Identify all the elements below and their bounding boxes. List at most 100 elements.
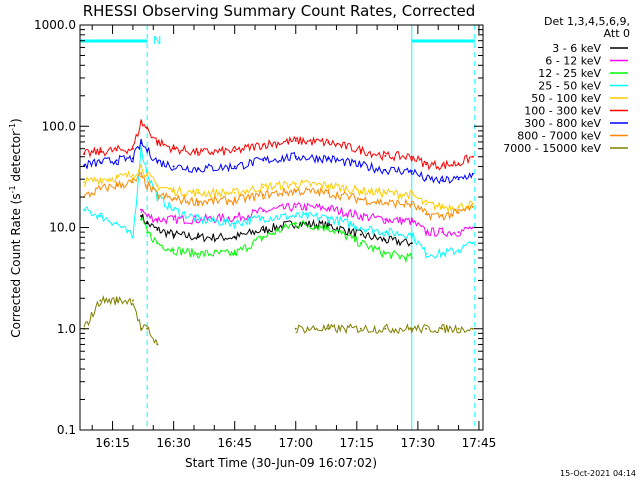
series-point <box>294 214 297 217</box>
series-point <box>410 220 413 223</box>
series-point <box>471 226 474 229</box>
series-point <box>457 248 460 251</box>
series-point <box>327 184 330 187</box>
series-point <box>197 236 200 239</box>
series-point <box>457 211 460 214</box>
series-point <box>471 172 474 175</box>
series-point <box>197 252 200 255</box>
series-point <box>425 252 428 255</box>
series-point <box>131 174 134 177</box>
series-point <box>262 159 265 162</box>
series-point <box>99 178 102 181</box>
series-point <box>233 252 236 255</box>
y-axis: 0.1 1.0 10.0 100.0 1000.0 <box>34 18 483 437</box>
series-line <box>84 138 474 185</box>
series-point <box>410 327 413 330</box>
series-point <box>172 147 175 150</box>
x-tick-label: 17:30 <box>401 436 436 450</box>
y-tick-label: 1.0 <box>57 322 76 336</box>
legend-label: 800 - 7000 keV <box>517 130 601 143</box>
series-point <box>146 214 149 217</box>
y-axis-label-end: ) <box>9 118 23 123</box>
series-2 <box>140 217 413 264</box>
series-point <box>99 188 102 191</box>
series-point <box>156 343 159 346</box>
series-point <box>359 327 362 330</box>
series-point <box>384 168 387 171</box>
series-point <box>471 205 474 208</box>
series-point <box>156 228 159 231</box>
series-point <box>146 231 149 234</box>
series-point <box>441 214 444 217</box>
series-point <box>384 231 387 234</box>
y-tick-label: 10.0 <box>49 221 76 235</box>
series-point <box>233 149 236 152</box>
series-point <box>359 198 362 201</box>
series-point <box>359 242 362 245</box>
series-layer <box>83 119 474 346</box>
series-point <box>172 208 175 211</box>
series-point <box>99 150 102 153</box>
series-7 <box>83 171 474 222</box>
series-point <box>384 154 387 157</box>
series-point <box>294 327 297 330</box>
series-point <box>156 242 159 245</box>
series-point <box>172 218 175 221</box>
legend-label: 300 - 800 keV <box>524 117 601 130</box>
series-point <box>410 203 413 206</box>
series-point <box>140 208 143 211</box>
series-line <box>84 171 474 222</box>
series-point <box>146 327 149 330</box>
legend-label: 50 - 100 keV <box>531 92 601 105</box>
series-point <box>262 186 265 189</box>
series-point <box>131 147 134 150</box>
series-point <box>471 203 474 206</box>
series-3 <box>83 145 474 259</box>
series-point <box>233 216 236 219</box>
series-point <box>233 165 236 168</box>
series-point <box>359 164 362 167</box>
series-point <box>172 248 175 251</box>
series-point <box>172 189 175 192</box>
legend-header: Det 1,3,4,5,6,9, Att 0 <box>544 15 630 40</box>
series-point <box>197 200 200 203</box>
series-point <box>425 178 428 181</box>
series-point <box>197 151 200 154</box>
series-point <box>327 141 330 144</box>
series-point <box>410 155 413 158</box>
series-point <box>457 327 460 330</box>
series-point <box>262 210 265 213</box>
series-line <box>83 294 158 345</box>
series-point <box>410 193 413 196</box>
series-point <box>172 165 175 168</box>
series-line <box>83 163 474 213</box>
series-line <box>295 323 473 335</box>
series-point <box>262 236 265 239</box>
series-point <box>197 167 200 170</box>
y-axis-label-main: Corrected Count Rate (s <box>9 193 23 337</box>
series-point <box>115 159 118 162</box>
series-point <box>410 242 413 245</box>
series-point <box>83 208 86 211</box>
series-point <box>294 155 297 158</box>
series-point <box>99 161 102 164</box>
series-point <box>425 213 428 216</box>
series-point <box>233 222 236 225</box>
series-point <box>327 157 330 160</box>
series-point <box>115 149 118 152</box>
series-point <box>457 162 460 165</box>
series-point <box>384 239 387 242</box>
series-point <box>146 184 149 187</box>
series-point <box>359 214 362 217</box>
series-point <box>146 174 149 177</box>
legend-label: 3 - 6 keV <box>552 42 601 55</box>
series-point <box>441 164 444 167</box>
series-point <box>115 184 118 187</box>
series-point <box>410 256 413 259</box>
series-point <box>471 242 474 245</box>
series-point <box>441 231 444 234</box>
x-axis: 16:15 16:30 16:45 17:00 17:15 17:30 17:45 <box>91 25 496 450</box>
series-point <box>294 205 297 208</box>
series-line <box>141 217 413 264</box>
